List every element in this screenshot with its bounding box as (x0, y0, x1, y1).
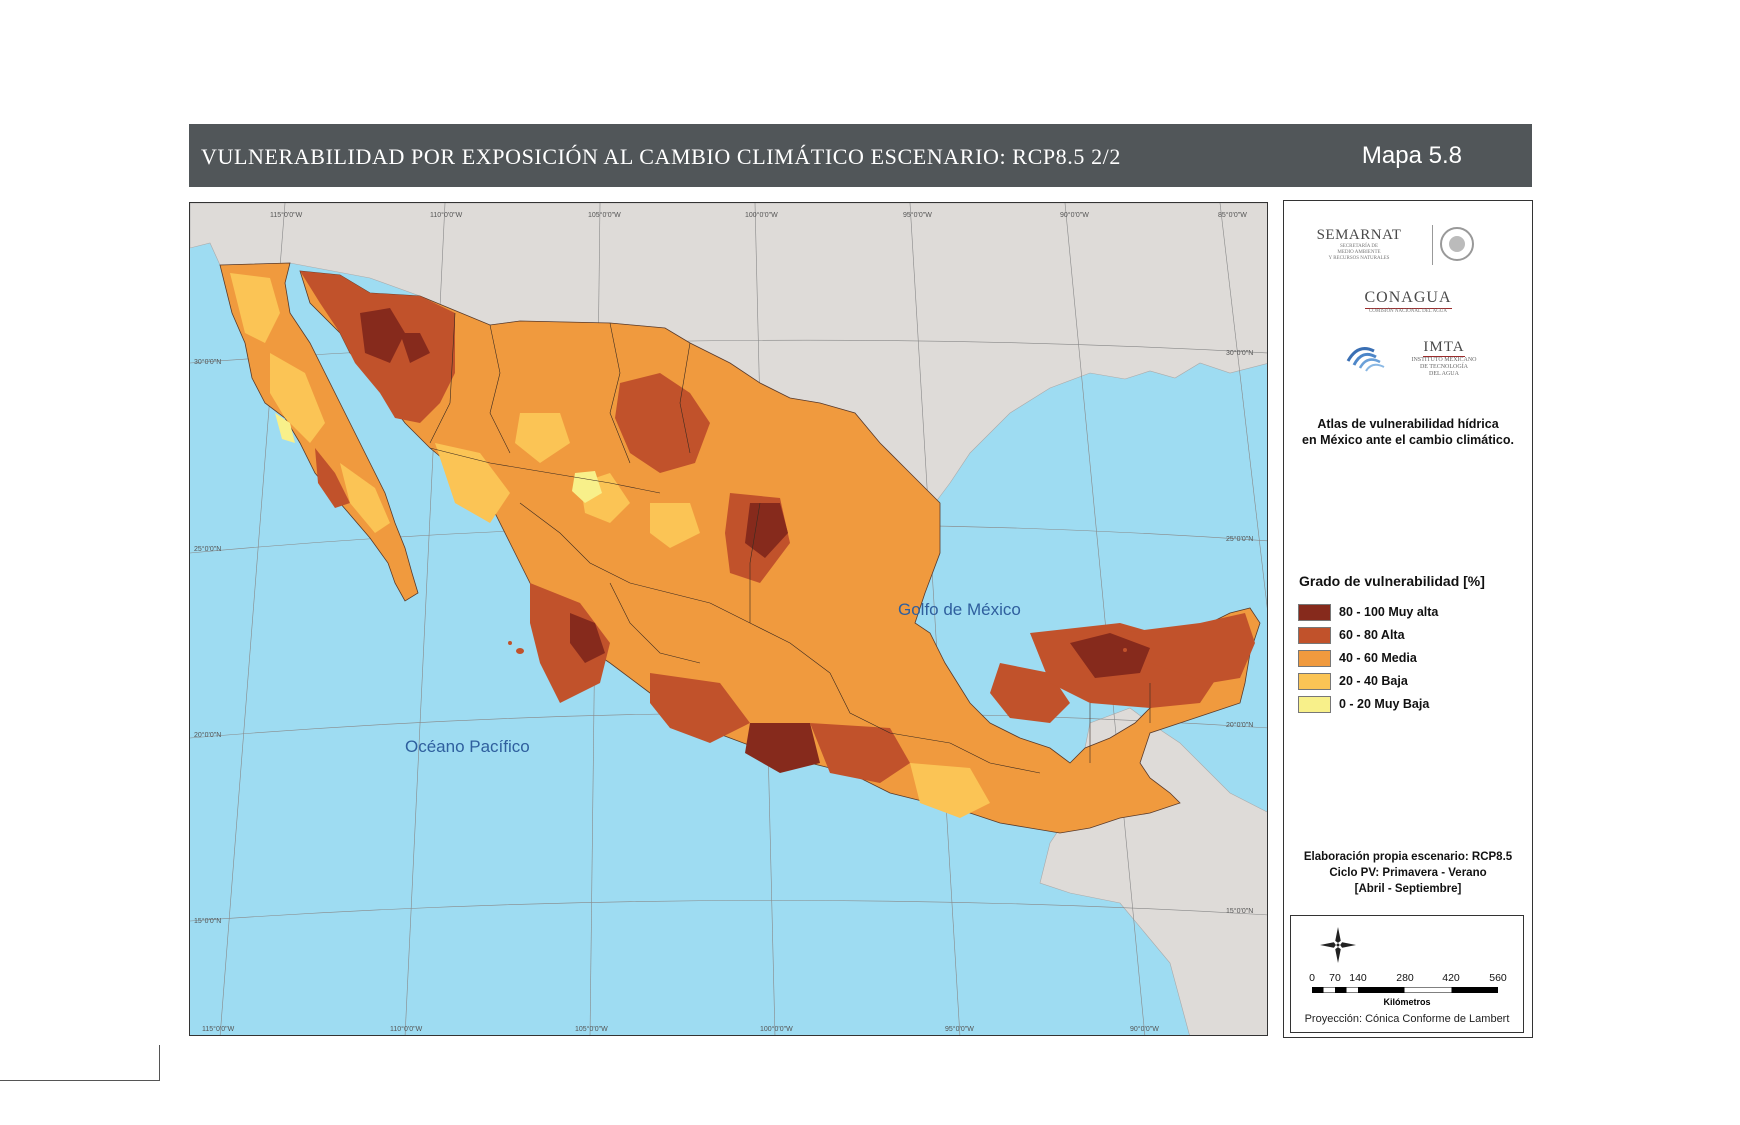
map-title: VULNERABILIDAD POR EXPOSICIÓN AL CAMBIO … (201, 144, 1121, 169)
svg-text:110°0'0"W: 110°0'0"W (390, 1025, 423, 1033)
svg-text:25°0'0"N: 25°0'0"N (194, 545, 221, 553)
scale-tick: 560 (1489, 972, 1507, 984)
scale-tick: 280 (1396, 972, 1414, 984)
svg-text:90°0'0"W: 90°0'0"W (1060, 211, 1089, 219)
title-bar: VULNERABILIDAD POR EXPOSICIÓN AL CAMBIO … (189, 124, 1532, 187)
islands (508, 641, 1127, 654)
scale-tick: 420 (1442, 972, 1460, 984)
scale-tick: 140 (1349, 972, 1367, 984)
scale-unit: Kilómetros (1383, 997, 1431, 1007)
svg-text:15°0'0"N: 15°0'0"N (1226, 907, 1253, 915)
crop-mark (0, 1080, 160, 1081)
longitude-top-labels: 115°0'0"W 110°0'0"W 105°0'0"W 100°0'0"W … (270, 211, 1247, 219)
legend-swatch (1298, 696, 1331, 713)
svg-text:110°0'0"W: 110°0'0"W (430, 211, 463, 219)
baja-regions (230, 273, 990, 818)
svg-text:30°0'0"N: 30°0'0"N (194, 358, 221, 366)
mexico-map: Océano Pacífico Golfo de México 115°0'0"… (190, 203, 1267, 1035)
map-number: Mapa 5.8 (1361, 142, 1462, 169)
svg-text:105°0'0"W: 105°0'0"W (575, 1025, 608, 1033)
map-frame: Océano Pacífico Golfo de México 115°0'0"… (189, 202, 1268, 1036)
conagua-logo: CONAGUA COMISIÓN NACIONAL DEL AGUA (1364, 289, 1452, 314)
imta-logo: IMTA INSTITUTO MEXICANO DE TECNOLOGÍA DE… (1411, 339, 1477, 377)
legend-title: Grado de vulnerabilidad [%] (1299, 573, 1485, 589)
state-boundaries (429, 312, 1151, 774)
north-arrow-icon (1320, 927, 1356, 963)
scale-tick: 70 (1329, 972, 1341, 984)
scale-box: 0 70 140 280 420 560 Kilómetros Proyecci… (1290, 915, 1524, 1033)
legend-swatch (1298, 650, 1331, 667)
svg-text:95°0'0"W: 95°0'0"W (945, 1025, 974, 1033)
svg-text:25°0'0"N: 25°0'0"N (1226, 535, 1253, 543)
svg-text:100°0'0"W: 100°0'0"W (745, 211, 778, 219)
svg-text:90°0'0"W: 90°0'0"W (1130, 1025, 1159, 1033)
crop-mark (159, 1045, 160, 1081)
logo-divider (1432, 225, 1433, 265)
scale-bar (1312, 987, 1498, 993)
legend-swatch (1298, 604, 1331, 621)
side-panel: SEMARNAT SECRETARÍA DE MEDIO AMBIENTE Y … (1283, 200, 1533, 1038)
imta-wave-icon (1346, 347, 1385, 372)
svg-text:95°0'0"W: 95°0'0"W (903, 211, 932, 219)
atlas-title: Atlas de vulnerabilidad hídrica en Méxic… (1302, 417, 1514, 447)
latitude-left-labels: 30°0'0"N 25°0'0"N 20°0'0"N 15°0'0"N (194, 358, 221, 925)
longitude-bottom-labels: 115°0'0"W 110°0'0"W 105°0'0"W 100°0'0"W … (202, 1025, 1159, 1033)
scale-tick: 0 (1309, 972, 1315, 984)
pacific-ocean-label: Océano Pacífico (405, 737, 530, 756)
gulf-label: Golfo de México (898, 600, 1021, 619)
semarnat-logo: SEMARNAT SECRETARÍA DE MEDIO AMBIENTE Y … (1316, 227, 1402, 261)
svg-text:105°0'0"W: 105°0'0"W (588, 211, 621, 219)
muy-baja-regions (275, 413, 602, 503)
national-seal-icon (1440, 227, 1474, 261)
latitude-right-labels: 30°0'0"N 25°0'0"N 20°0'0"N 15°0'0"N (1226, 349, 1253, 915)
svg-text:15°0'0"N: 15°0'0"N (194, 917, 221, 925)
svg-text:20°0'0"N: 20°0'0"N (1226, 721, 1253, 729)
svg-text:30°0'0"N: 30°0'0"N (1226, 349, 1253, 357)
svg-text:85°0'0"W: 85°0'0"W (1218, 211, 1247, 219)
projection-label: Proyección: Cónica Conforme de Lambert (1304, 1013, 1510, 1025)
svg-text:115°0'0"W: 115°0'0"W (202, 1025, 235, 1033)
credits: Elaboración propia escenario: RCP8.5 Cic… (1303, 851, 1513, 895)
muy-alta-regions (360, 308, 1150, 773)
legend-swatch (1298, 627, 1331, 644)
svg-text:20°0'0"N: 20°0'0"N (194, 731, 221, 739)
svg-text:115°0'0"W: 115°0'0"W (270, 211, 303, 219)
svg-text:100°0'0"W: 100°0'0"W (760, 1025, 793, 1033)
legend-swatch (1298, 673, 1331, 690)
